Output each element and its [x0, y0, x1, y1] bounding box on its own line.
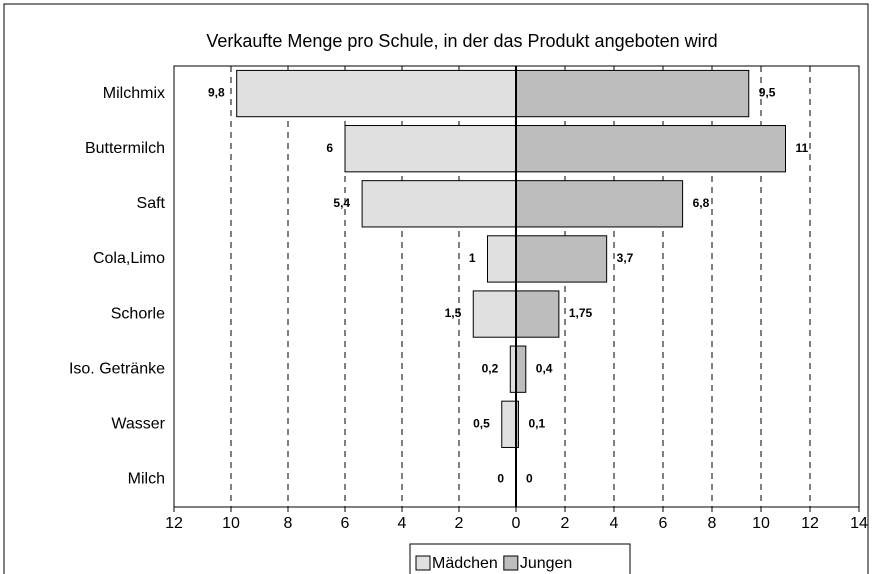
frame — [3, 3, 869, 574]
value-label: 3,7 — [617, 251, 634, 265]
x-tick-label: 4 — [610, 515, 619, 532]
grid — [173, 66, 860, 507]
x-tick-label: 6 — [659, 515, 668, 532]
value-label: 6 — [326, 141, 333, 155]
value-label: 5,4 — [333, 196, 350, 210]
value-label: 11 — [796, 141, 809, 155]
x-tick-label: 2 — [455, 515, 464, 532]
y-tick-label: Schorle — [111, 305, 165, 322]
bar — [515, 345, 527, 393]
y-tick-label: Wasser — [111, 416, 165, 433]
x-tick-label: 0 — [512, 515, 521, 532]
value-label: 0,4 — [536, 361, 553, 375]
x-tick-label: 12 — [801, 515, 819, 532]
value-label: 6,8 — [693, 196, 710, 210]
bar — [515, 125, 786, 173]
value-label: 0 — [497, 472, 504, 486]
y-tick-label: Saft — [137, 195, 166, 212]
bar — [344, 125, 517, 173]
legend-swatch — [415, 555, 431, 571]
value-label: 9,8 — [208, 86, 225, 100]
y-tick-label: Buttermilch — [85, 140, 165, 157]
value-label: 0,5 — [473, 416, 490, 430]
legend-swatch — [503, 555, 519, 571]
value-label: 1,5 — [445, 306, 462, 320]
x-tick-label: 6 — [341, 515, 350, 532]
value-label: 0,1 — [528, 416, 545, 430]
bar — [515, 69, 750, 118]
x-tick-label: 8 — [284, 515, 293, 532]
bar — [472, 290, 517, 338]
value-label: 9,5 — [759, 86, 776, 100]
value-label: 0 — [526, 472, 533, 486]
x-tick-label: 14 — [850, 515, 868, 532]
legend-label: Mädchen — [432, 555, 498, 572]
bar — [487, 235, 517, 283]
x-tick-label: 4 — [398, 515, 407, 532]
legend: Mädchen Jungen — [409, 543, 631, 574]
legend-box — [409, 543, 631, 574]
value-label: 1,75 — [569, 306, 593, 320]
bar — [515, 290, 560, 338]
x-tick-label: 8 — [708, 515, 717, 532]
x-tick-label: 12 — [165, 515, 183, 532]
value-label: 0,2 — [482, 361, 499, 375]
chart-title: Verkaufte Menge pro Schule, in der das P… — [206, 31, 717, 51]
bar — [501, 400, 517, 448]
bar — [236, 69, 517, 118]
legend-label: Jungen — [520, 555, 573, 572]
y-tick-label: Cola,Limo — [93, 250, 165, 267]
bar — [515, 180, 684, 228]
x-tick-label: 10 — [752, 515, 770, 532]
bar — [515, 235, 608, 283]
x-tick-label: 2 — [561, 515, 570, 532]
x-tick-label: 10 — [222, 515, 240, 532]
y-tick-label: Milch — [128, 471, 165, 488]
y-tick-label: Iso. Getränke — [69, 360, 165, 377]
value-label: 1 — [469, 251, 476, 265]
y-tick-label: Milchmix — [103, 85, 165, 102]
bar — [361, 180, 517, 228]
